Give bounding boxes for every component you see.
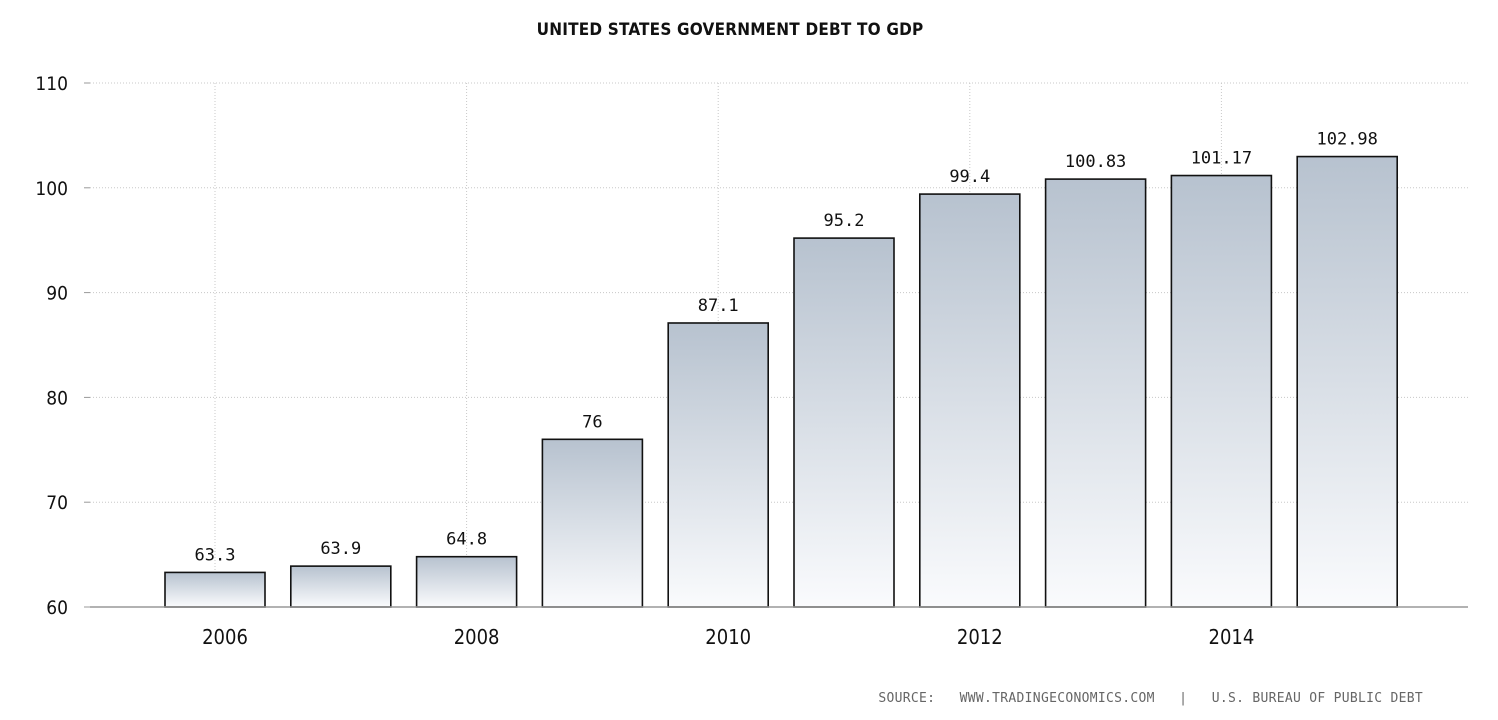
bar-2012[interactable] — [918, 193, 1021, 608]
y-tick-label: 80 — [46, 387, 68, 409]
x-tick-label-2012: 2012 — [957, 625, 1003, 649]
bar-2010[interactable] — [667, 322, 770, 608]
value-label-2009: 76 — [582, 412, 602, 432]
source-separator: | — [1179, 691, 1188, 706]
axes: 60 70 80 90 100 110 2006 2008 2010 2012 2014 — [35, 73, 1468, 649]
value-label-2011: 95.2 — [824, 211, 865, 231]
y-tick-label: 90 — [46, 283, 68, 305]
y-tick-label: 70 — [46, 492, 68, 514]
value-label-2015: 102.98 — [1316, 130, 1377, 150]
value-label-2013: 100.83 — [1065, 152, 1126, 172]
source-credit: SOURCE: WWW.TRADINGECONOMICS.COM | U.S. … — [878, 691, 1423, 706]
bar-2006[interactable] — [164, 571, 266, 608]
y-tick-label: 100 — [35, 178, 68, 200]
x-tick-label-2014: 2014 — [1209, 625, 1255, 649]
bar-2013[interactable] — [1044, 178, 1147, 608]
x-tick-label-2010: 2010 — [705, 625, 751, 649]
bar-2014[interactable] — [1170, 174, 1273, 608]
bar-2008[interactable] — [415, 555, 518, 608]
bar-2015[interactable] — [1296, 155, 1398, 608]
value-label-2014: 101.17 — [1191, 149, 1252, 169]
value-label-2008: 64.8 — [446, 530, 487, 550]
source-org: U.S. BUREAU OF PUBLIC DEBT — [1211, 691, 1423, 706]
source-label: SOURCE: — [878, 691, 936, 706]
bar-2011[interactable] — [793, 237, 895, 608]
value-label-2006: 63.3 — [195, 545, 236, 565]
bar-2009[interactable] — [541, 438, 644, 608]
y-tick-label: 110 — [35, 73, 68, 95]
bars — [164, 155, 1398, 608]
x-tick-label-2008: 2008 — [454, 625, 500, 649]
bar-2007[interactable] — [289, 565, 392, 608]
value-label-2010: 87.1 — [698, 296, 739, 316]
y-tick-label: 60 — [46, 597, 68, 619]
source-site-link[interactable]: WWW.TRADINGECONOMICS.COM — [959, 691, 1155, 706]
x-tick-label-2006: 2006 — [202, 625, 248, 649]
value-label-2012: 99.4 — [949, 167, 990, 187]
value-labels: 63.3 63.9 64.8 76 87.1 95.2 99.4 100.83 101.17 10… — [195, 130, 1378, 566]
chart-title: UNITED STATES GOVERNMENT DEBT TO GDP — [536, 20, 924, 40]
value-label-2007: 63.9 — [320, 539, 361, 559]
